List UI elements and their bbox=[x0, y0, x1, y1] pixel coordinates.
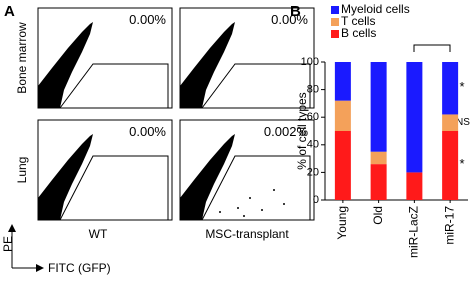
legend-swatch bbox=[331, 30, 339, 38]
bar-segment bbox=[334, 100, 351, 131]
y-tick-label: 80 bbox=[307, 84, 319, 96]
legend-label: T cells bbox=[341, 14, 375, 28]
x-tick-label: Young bbox=[335, 206, 349, 240]
row-label: Bone marrow bbox=[15, 22, 29, 94]
bar-segment bbox=[442, 131, 459, 200]
y-tick-label: 100 bbox=[301, 56, 319, 68]
legend-swatch bbox=[331, 6, 339, 14]
bar-segment bbox=[334, 131, 351, 200]
y-tick-label: 0 bbox=[313, 194, 319, 206]
gate-percent: 0.00% bbox=[129, 124, 166, 139]
gate-percent: 0.00% bbox=[271, 12, 308, 27]
annotation: * bbox=[459, 156, 464, 171]
legend-label: B cells bbox=[341, 26, 376, 40]
bracket bbox=[413, 44, 451, 52]
bar-segment bbox=[442, 114, 459, 131]
y-axis-label: % of cell types bbox=[295, 92, 309, 169]
bar-segment bbox=[334, 62, 351, 101]
legend-swatch bbox=[331, 18, 339, 26]
bar-segment bbox=[370, 62, 387, 152]
panel-label: B bbox=[290, 3, 301, 20]
row-label: Lung bbox=[15, 157, 29, 184]
y-tick-label: 40 bbox=[307, 139, 319, 151]
annotation: * bbox=[459, 79, 464, 94]
gate-percent: 0.00% bbox=[129, 12, 166, 27]
flow-plot: 0.00% bbox=[37, 7, 173, 109]
bar-segment bbox=[442, 62, 459, 115]
bar-segment bbox=[406, 62, 423, 173]
flow-plot: 0.002% bbox=[179, 119, 315, 221]
column-label: WT bbox=[89, 227, 108, 241]
bar-segment bbox=[370, 151, 387, 165]
bar-segment bbox=[370, 164, 387, 200]
axis-label: PE bbox=[1, 236, 15, 252]
flow-plot: 0.00% bbox=[37, 119, 173, 221]
x-tick-label: miR-17 bbox=[442, 206, 456, 245]
y-tick-label: 20 bbox=[307, 166, 319, 178]
axis-label: FITC (GFP) bbox=[48, 261, 111, 275]
x-tick-label: Old bbox=[371, 206, 385, 225]
panel-label: A bbox=[4, 3, 15, 20]
x-tick-label: miR-LacZ bbox=[407, 206, 421, 258]
gate-percent: 0.002% bbox=[264, 124, 309, 139]
flow-plot: 0.00% bbox=[179, 7, 315, 109]
column-label: MSC-transplant bbox=[205, 227, 289, 241]
y-tick-label: 60 bbox=[307, 111, 319, 123]
legend-label: Myeloid cells bbox=[341, 2, 410, 16]
bar-segment bbox=[406, 172, 423, 200]
axis-arrows bbox=[8, 224, 44, 272]
annotation: NS bbox=[456, 117, 470, 128]
